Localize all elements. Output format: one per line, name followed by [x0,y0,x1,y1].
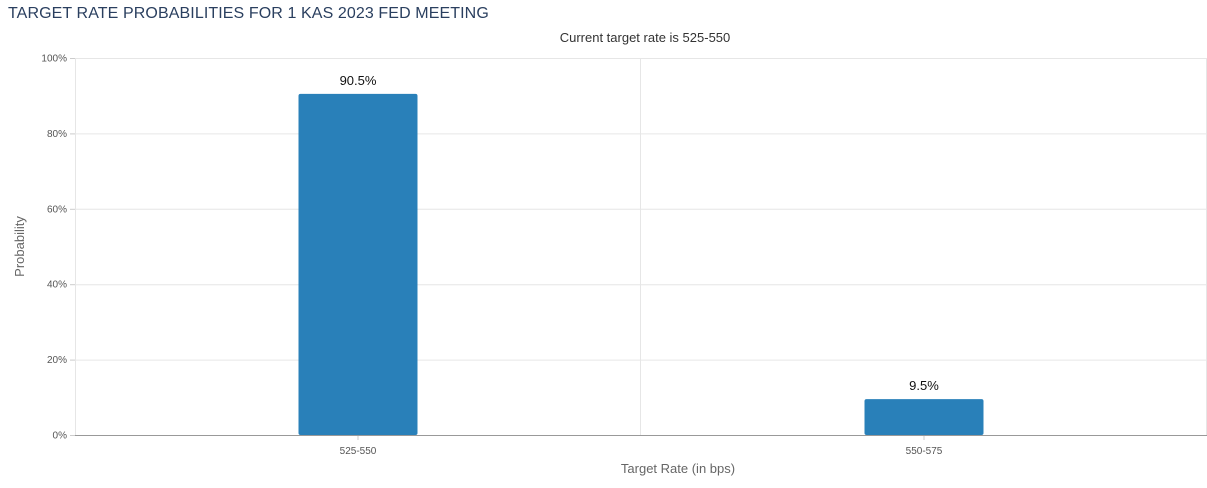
y-tick-label: 80% [47,129,67,140]
chart-subtitle: Current target rate is 525-550 [560,30,731,45]
x-axis-ticks: 525-550 550-575 [340,435,943,457]
y-tick-label: 0% [53,431,68,442]
bar-525-550[interactable] [298,93,418,435]
x-axis-title: Target Rate (in bps) [621,461,735,476]
y-axis-ticks: 0% 20% 40% 60% 80% 100% [41,54,67,442]
gridlines [70,58,1207,436]
data-label: 90.5% [340,73,377,88]
y-tick-label: 60% [47,204,67,215]
y-axis-title: Probability [12,216,27,277]
bars [298,93,984,435]
bar-550-575[interactable] [864,399,984,435]
y-tick-label: 40% [47,280,67,291]
chart-title: TARGET RATE PROBABILITIES FOR 1 KAS 2023… [8,5,489,22]
data-labels: 90.5% 9.5% [340,73,940,393]
x-tick-label: 550-575 [906,446,943,457]
data-label: 9.5% [909,378,939,393]
y-tick-label: 20% [47,355,67,366]
y-tick-label: 100% [41,54,67,65]
x-tick-label: 525-550 [340,446,377,457]
